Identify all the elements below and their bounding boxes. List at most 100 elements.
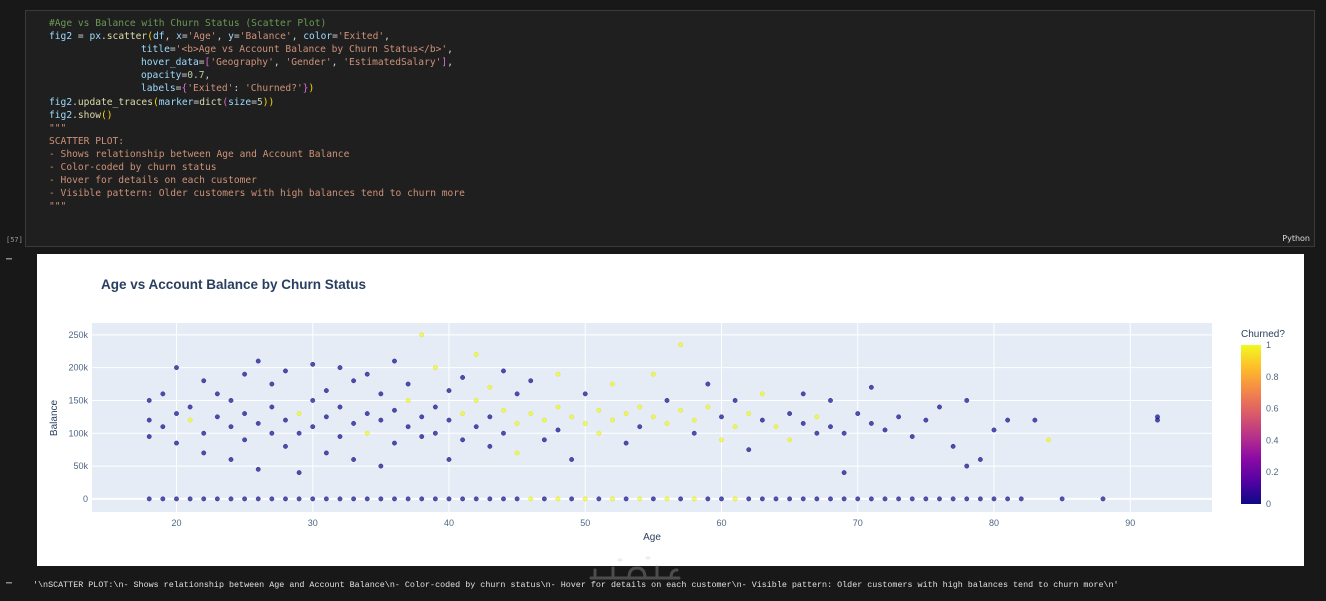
point-retained[interactable] xyxy=(432,496,438,502)
point-retained[interactable] xyxy=(201,496,207,502)
point-retained[interactable] xyxy=(174,365,179,371)
point-churned[interactable] xyxy=(787,437,793,443)
point-retained[interactable] xyxy=(841,430,847,436)
point-churned[interactable] xyxy=(814,414,820,420)
point-retained[interactable] xyxy=(977,496,983,502)
point-retained[interactable] xyxy=(269,430,275,436)
point-retained[interactable] xyxy=(405,424,411,430)
point-retained[interactable] xyxy=(1005,496,1011,502)
point-retained[interactable] xyxy=(528,378,534,384)
point-retained[interactable] xyxy=(337,496,343,502)
point-retained[interactable] xyxy=(977,457,983,462)
point-retained[interactable] xyxy=(269,496,275,502)
point-retained[interactable] xyxy=(146,496,152,502)
point-churned[interactable] xyxy=(650,371,656,377)
point-retained[interactable] xyxy=(501,496,506,502)
point-retained[interactable] xyxy=(351,378,357,384)
point-retained[interactable] xyxy=(351,496,357,502)
point-retained[interactable] xyxy=(174,411,179,416)
point-churned[interactable] xyxy=(719,437,724,443)
point-retained[interactable] xyxy=(882,427,888,433)
point-churned[interactable] xyxy=(528,496,534,502)
point-retained[interactable] xyxy=(800,496,806,502)
point-churned[interactable] xyxy=(582,421,588,426)
point-retained[interactable] xyxy=(378,496,384,502)
point-churned[interactable] xyxy=(623,411,629,416)
point-churned[interactable] xyxy=(650,414,656,420)
point-retained[interactable] xyxy=(228,457,234,462)
point-churned[interactable] xyxy=(691,496,697,502)
point-churned[interactable] xyxy=(364,430,370,436)
point-retained[interactable] xyxy=(732,398,738,403)
point-retained[interactable] xyxy=(1155,414,1160,420)
point-churned[interactable] xyxy=(678,407,684,413)
point-churned[interactable] xyxy=(596,430,602,436)
point-retained[interactable] xyxy=(923,496,929,502)
point-retained[interactable] xyxy=(487,443,493,449)
point-retained[interactable] xyxy=(582,391,588,397)
point-retained[interactable] xyxy=(814,430,820,436)
point-retained[interactable] xyxy=(1032,417,1038,423)
point-retained[interactable] xyxy=(446,388,452,393)
point-retained[interactable] xyxy=(214,391,220,397)
point-retained[interactable] xyxy=(950,496,956,502)
point-retained[interactable] xyxy=(637,424,643,430)
point-retained[interactable] xyxy=(746,496,752,502)
point-retained[interactable] xyxy=(201,378,207,384)
point-retained[interactable] xyxy=(146,417,152,423)
point-retained[interactable] xyxy=(719,414,724,420)
point-retained[interactable] xyxy=(242,371,248,377)
point-retained[interactable] xyxy=(174,496,179,502)
point-retained[interactable] xyxy=(909,496,915,502)
point-retained[interactable] xyxy=(146,398,152,403)
point-retained[interactable] xyxy=(991,496,997,502)
point-retained[interactable] xyxy=(269,381,275,387)
point-retained[interactable] xyxy=(473,496,479,502)
point-retained[interactable] xyxy=(814,496,820,502)
point-retained[interactable] xyxy=(214,496,220,502)
point-retained[interactable] xyxy=(392,496,397,502)
point-retained[interactable] xyxy=(228,424,234,430)
point-churned[interactable] xyxy=(487,384,493,390)
point-churned[interactable] xyxy=(732,496,738,502)
point-churned[interactable] xyxy=(514,421,520,426)
point-retained[interactable] xyxy=(323,450,329,456)
point-retained[interactable] xyxy=(487,414,493,420)
point-retained[interactable] xyxy=(596,496,602,502)
point-retained[interactable] xyxy=(868,421,874,426)
output-menu-icon[interactable]: ⋯ xyxy=(6,254,13,265)
point-retained[interactable] xyxy=(432,404,438,410)
point-retained[interactable] xyxy=(541,437,547,443)
point-retained[interactable] xyxy=(378,391,384,397)
point-retained[interactable] xyxy=(255,466,261,472)
point-churned[interactable] xyxy=(773,424,779,430)
point-churned[interactable] xyxy=(610,417,615,423)
point-churned[interactable] xyxy=(555,496,561,502)
point-retained[interactable] xyxy=(310,424,316,430)
point-retained[interactable] xyxy=(991,427,997,433)
point-retained[interactable] xyxy=(569,457,575,462)
point-retained[interactable] xyxy=(187,404,193,410)
scatter-chart[interactable]: Age vs Account Balance by Churn Status 2… xyxy=(37,254,1304,566)
point-retained[interactable] xyxy=(310,496,316,502)
point-retained[interactable] xyxy=(1100,496,1106,502)
code-cell[interactable]: #Age vs Balance with Churn Status (Scatt… xyxy=(25,10,1315,247)
point-retained[interactable] xyxy=(909,434,915,439)
point-retained[interactable] xyxy=(800,391,806,397)
point-retained[interactable] xyxy=(255,496,261,502)
point-retained[interactable] xyxy=(705,381,711,387)
point-retained[interactable] xyxy=(460,496,466,502)
point-retained[interactable] xyxy=(460,437,466,443)
point-retained[interactable] xyxy=(160,391,166,397)
code-editor[interactable]: #Age vs Balance with Churn Status (Scatt… xyxy=(49,17,465,213)
point-churned[interactable] xyxy=(460,411,466,416)
point-retained[interactable] xyxy=(923,417,929,423)
point-retained[interactable] xyxy=(201,450,207,456)
language-label[interactable]: Python xyxy=(1282,234,1310,243)
point-retained[interactable] xyxy=(937,404,942,410)
point-churned[interactable] xyxy=(501,407,506,413)
point-retained[interactable] xyxy=(323,414,329,420)
point-retained[interactable] xyxy=(296,430,302,436)
plot-output[interactable]: Age vs Account Balance by Churn Status 2… xyxy=(37,254,1304,566)
point-retained[interactable] xyxy=(283,443,288,449)
